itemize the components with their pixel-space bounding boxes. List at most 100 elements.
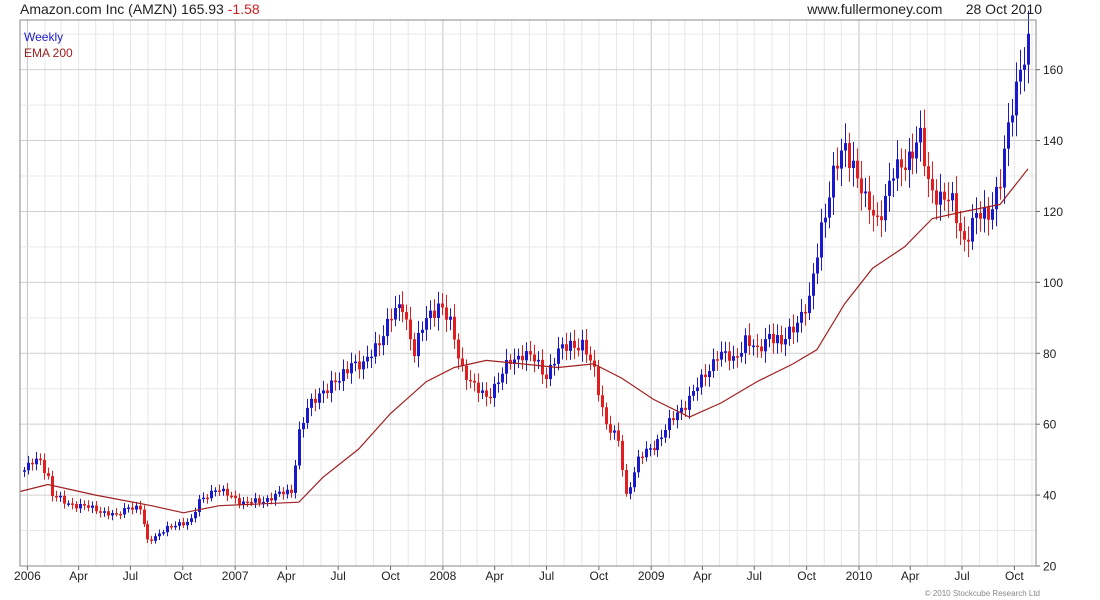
weekly-bar-body — [302, 422, 305, 430]
weekly-bar-body — [577, 347, 580, 351]
x-tick-label: 2007 — [222, 569, 249, 583]
weekly-bar — [390, 308, 393, 333]
weekly-bar — [987, 197, 990, 236]
weekly-bar — [565, 332, 568, 361]
weekly-bar-body — [135, 505, 138, 510]
weekly-bar — [919, 110, 922, 162]
weekly-bar-body — [469, 379, 472, 382]
weekly-bar-body — [473, 380, 476, 383]
weekly-bar — [202, 492, 205, 503]
weekly-bar — [99, 506, 102, 518]
weekly-bar — [158, 529, 161, 541]
weekly-bar-body — [649, 448, 652, 450]
chart-title: Amazon.com Inc (AMZN) 165.93 -1.58 — [20, 1, 260, 17]
weekly-bar-body — [525, 351, 528, 361]
weekly-bar-body — [609, 424, 612, 433]
weekly-bar-body — [298, 429, 301, 466]
weekly-bar — [828, 181, 831, 229]
weekly-bar — [911, 133, 914, 175]
weekly-bar-body — [521, 355, 524, 361]
weekly-bar-body — [282, 491, 285, 495]
weekly-bar-body — [441, 303, 444, 308]
weekly-bar-body — [262, 501, 265, 504]
y-tick-label: 100 — [1043, 276, 1063, 290]
weekly-bar — [218, 484, 221, 496]
weekly-bar-body — [485, 390, 488, 397]
weekly-bar — [804, 304, 807, 326]
weekly-bar-body — [728, 351, 731, 361]
weekly-bar — [744, 328, 747, 364]
weekly-bar — [1007, 103, 1010, 167]
weekly-bar — [513, 348, 516, 375]
weekly-bar-body — [278, 491, 281, 494]
weekly-bar — [999, 169, 1002, 200]
y-tick-label: 60 — [1043, 418, 1057, 432]
weekly-bar-body — [266, 498, 269, 502]
chart-date: 28 Oct 2010 — [965, 1, 1042, 17]
weekly-bar — [884, 183, 887, 232]
weekly-bar-body — [457, 339, 460, 359]
weekly-bar-body — [740, 352, 743, 357]
weekly-bar — [756, 334, 759, 358]
weekly-bar — [820, 208, 823, 271]
x-tick-label: 2006 — [14, 569, 41, 583]
weekly-bar — [696, 377, 699, 401]
weekly-bar — [641, 451, 644, 465]
weekly-bar — [501, 367, 504, 390]
weekly-bar-body — [637, 456, 640, 473]
weekly-bar-body — [178, 522, 181, 526]
weekly-bar — [246, 496, 249, 507]
weekly-bar-body — [975, 212, 978, 218]
weekly-bar-body — [796, 322, 799, 333]
weekly-bar — [533, 344, 536, 373]
weekly-bar — [629, 482, 632, 500]
weekly-bar — [732, 345, 735, 369]
weekly-bar-body — [306, 407, 309, 423]
x-tick-label: Jul — [747, 569, 762, 583]
weekly-bar-body — [174, 525, 177, 528]
weekly-bar — [585, 329, 588, 363]
weekly-bar-body — [111, 513, 114, 516]
weekly-bar — [688, 386, 691, 419]
weekly-bar — [119, 511, 122, 520]
weekly-bar-body — [242, 501, 245, 505]
weekly-bar — [374, 331, 377, 364]
weekly-bar-body — [923, 127, 926, 167]
weekly-bar — [318, 387, 321, 410]
weekly-bar — [660, 429, 663, 447]
weekly-bar — [421, 321, 424, 342]
weekly-bar — [230, 491, 233, 499]
weekly-bar-body — [39, 458, 42, 461]
weekly-bar-body — [166, 525, 169, 533]
weekly-bar-body — [115, 513, 118, 515]
weekly-bar — [23, 466, 26, 477]
weekly-bar — [87, 500, 90, 512]
weekly-bar — [302, 417, 305, 438]
weekly-bar-body — [764, 339, 767, 352]
weekly-bar-body — [1007, 122, 1010, 149]
weekly-bar-body — [963, 231, 966, 240]
weekly-bar — [939, 173, 942, 221]
weekly-bar-body — [107, 511, 110, 516]
weekly-bar — [896, 140, 899, 192]
weekly-bar-body — [955, 193, 958, 224]
weekly-bar-body — [445, 307, 448, 320]
weekly-bar-body — [354, 361, 357, 364]
legend-weekly: Weekly — [24, 30, 64, 44]
weekly-bar — [537, 351, 540, 369]
weekly-bar — [378, 334, 381, 357]
weekly-bar-body — [390, 318, 393, 321]
weekly-bar-body — [127, 507, 130, 510]
weekly-bar-body — [676, 412, 679, 421]
weekly-bar-body — [633, 472, 636, 488]
weekly-price-bars — [23, 10, 1030, 545]
copyright-notice: © 2010 Stockcube Research Ltd — [924, 589, 1040, 598]
weekly-bar-body — [27, 462, 30, 471]
weekly-bar-body — [772, 333, 775, 344]
weekly-bar-body — [162, 532, 165, 534]
weekly-bar — [569, 332, 572, 360]
weekly-bar-body — [581, 339, 584, 351]
weekly-bar — [521, 345, 524, 370]
weekly-bar-body — [35, 458, 38, 465]
weekly-bar-body — [417, 332, 420, 357]
